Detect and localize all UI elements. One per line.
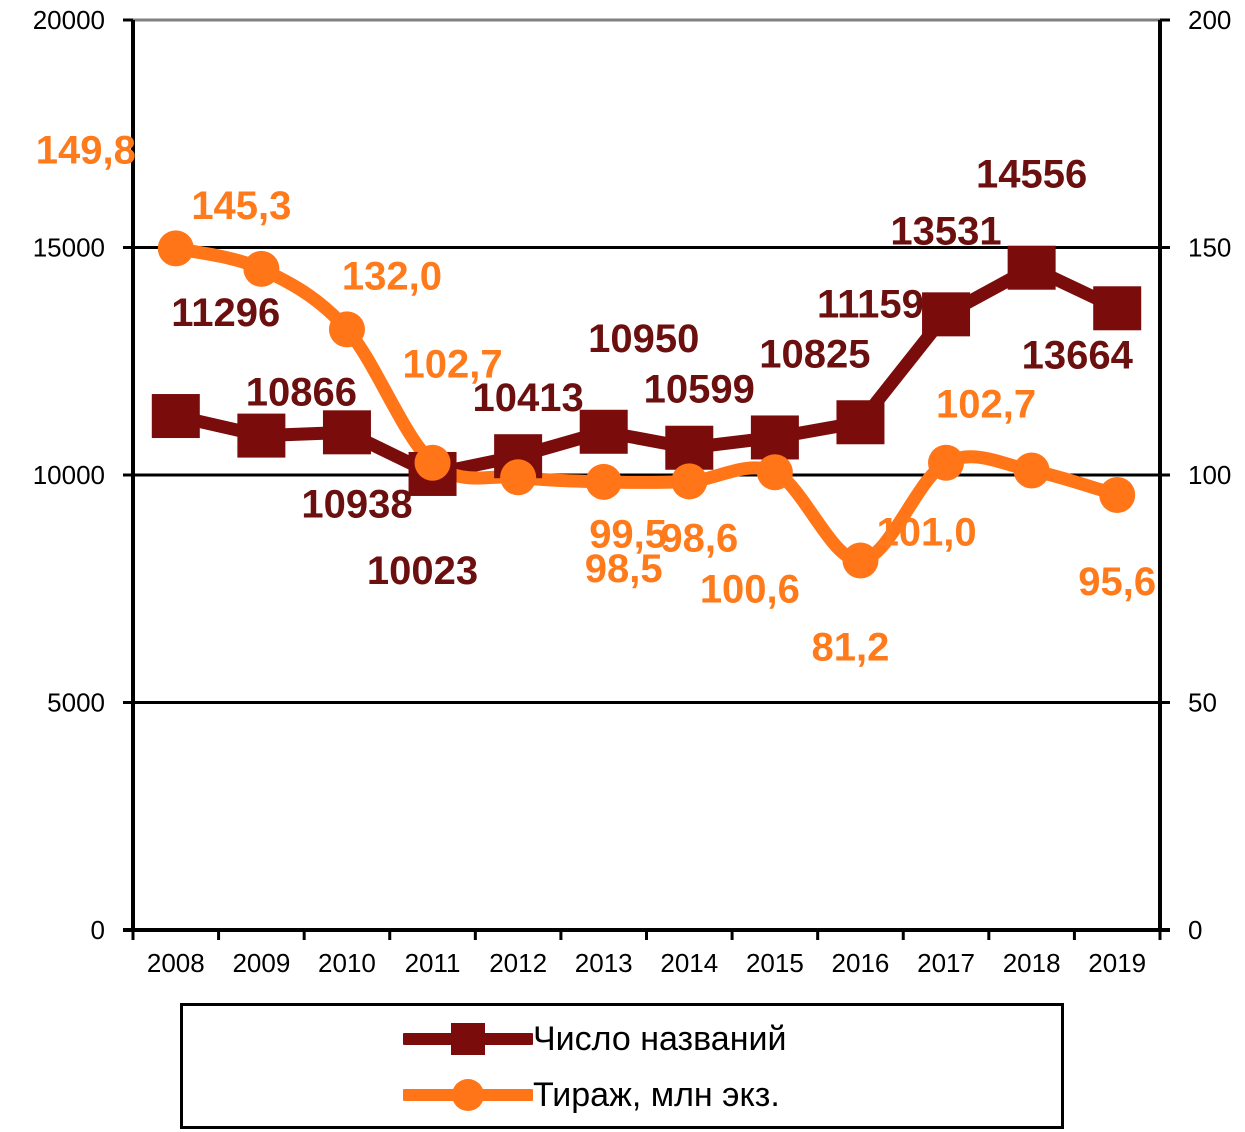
- data-label-titles-2017: 13531: [890, 209, 1001, 253]
- data-label-titles-2010: 10938: [301, 482, 412, 526]
- marker-titles-2014: [665, 425, 714, 470]
- marker-circulation-2016: [842, 542, 879, 579]
- marker-titles-2015: [750, 415, 799, 460]
- marker-circulation-2008: [157, 230, 194, 267]
- x-tick-label: 2015: [746, 948, 804, 978]
- data-label-circulation-2017: 102,7: [936, 383, 1036, 427]
- marker-circulation-2017: [928, 444, 965, 481]
- x-tick-label: 2013: [575, 948, 633, 978]
- data-label-circulation-2015: 100,6: [700, 567, 800, 611]
- data-label-circulation-2010: 132,0: [342, 254, 442, 298]
- marker-circulation-2018: [1013, 452, 1050, 489]
- marker-titles-2013: [579, 409, 628, 454]
- marker-circulation-2015: [756, 454, 793, 491]
- data-label-circulation-2009: 145,3: [191, 184, 291, 228]
- left-tick-label: 5000: [47, 688, 105, 718]
- right-tick-label: 150: [1188, 233, 1231, 263]
- x-tick-label: 2018: [1003, 948, 1061, 978]
- data-label-circulation-2019: 95,6: [1078, 560, 1156, 604]
- series-markers: [151, 230, 1142, 579]
- x-tick-label: 2011: [405, 948, 461, 978]
- x-tick-label: 2017: [917, 948, 975, 978]
- axes: [123, 18, 1170, 940]
- tick-labels: 0 5000 10000 15000 20000 0 50 100 150 200 2008 2009…: [33, 5, 1232, 978]
- left-tick-label: 15000: [33, 233, 105, 263]
- legend-swatch-circulation: [403, 1079, 533, 1111]
- gridlines: [133, 18, 1160, 704]
- legend-item-circulation: Тираж, млн экз.: [183, 1070, 1061, 1120]
- marker-titles-2018: [1007, 245, 1056, 290]
- marker-circulation-2009: [243, 250, 280, 287]
- marker-titles-2017: [922, 292, 971, 337]
- x-tick-label: 2010: [318, 948, 376, 978]
- marker-circulation-2013: [585, 463, 622, 500]
- left-tick-label: 0: [91, 915, 105, 945]
- marker-titles-2009: [237, 413, 286, 458]
- legend: Число названий Тираж, млн экз.: [180, 1003, 1064, 1129]
- legend-swatch-titles: [403, 1023, 533, 1055]
- x-tick-label: 2008: [147, 948, 205, 978]
- data-label-circulation-2011: 102,7: [402, 343, 502, 387]
- marker-circulation-2010: [328, 311, 365, 348]
- marker-titles-2010: [322, 410, 371, 455]
- data-label-circulation-2018: 101,0: [877, 510, 977, 554]
- left-tick-label: 10000: [33, 460, 105, 490]
- data-label-titles-2016: 11159: [817, 282, 924, 326]
- data-label-circulation-2012: 99,5: [589, 512, 667, 556]
- right-tick-label: 50: [1188, 688, 1217, 718]
- legend-label-titles: Число названий: [533, 1020, 787, 1058]
- data-label-titles-2015: 10825: [759, 332, 870, 376]
- x-tick-label: 2009: [232, 948, 290, 978]
- marker-titles-2019: [1093, 286, 1142, 331]
- data-label-titles-2008: 11296: [171, 291, 280, 335]
- data-label-titles-2019: 13664: [1022, 333, 1134, 377]
- left-tick-label: 20000: [33, 5, 105, 35]
- marker-circulation-2014: [671, 463, 708, 500]
- legend-label-circulation: Тираж, млн экз.: [533, 1076, 780, 1114]
- data-label-titles-2011: 10023: [367, 549, 478, 593]
- data-label-circulation-2016: 81,2: [812, 626, 890, 670]
- x-tick-label: 2019: [1088, 948, 1146, 978]
- marker-circulation-2019: [1099, 477, 1136, 514]
- data-label-circulation-2014: 98,6: [660, 516, 738, 560]
- marker-titles-2016: [836, 400, 885, 445]
- data-label-titles-2012: 10413: [473, 376, 584, 420]
- marker-circulation-2012: [500, 459, 537, 496]
- marker-titles-2008: [151, 394, 200, 439]
- data-label-titles-2009: 10866: [246, 371, 357, 415]
- right-tick-label: 200: [1188, 5, 1231, 35]
- legend-item-titles: Число названий: [183, 1014, 1061, 1064]
- x-tick-label: 2016: [832, 948, 890, 978]
- right-tick-label: 0: [1188, 915, 1202, 945]
- data-label-titles-2013: 10950: [588, 317, 699, 361]
- data-label-titles-2018: 14556: [976, 153, 1087, 197]
- right-tick-label: 100: [1188, 460, 1231, 490]
- data-label-titles-2014: 10599: [644, 368, 755, 412]
- x-tick-label: 2012: [489, 948, 547, 978]
- data-label-circulation-2013: 98,5: [585, 547, 663, 591]
- data-label-circulation-2008: 149,8: [36, 128, 136, 172]
- x-tick-label: 2014: [660, 948, 718, 978]
- marker-circulation-2011: [414, 444, 451, 481]
